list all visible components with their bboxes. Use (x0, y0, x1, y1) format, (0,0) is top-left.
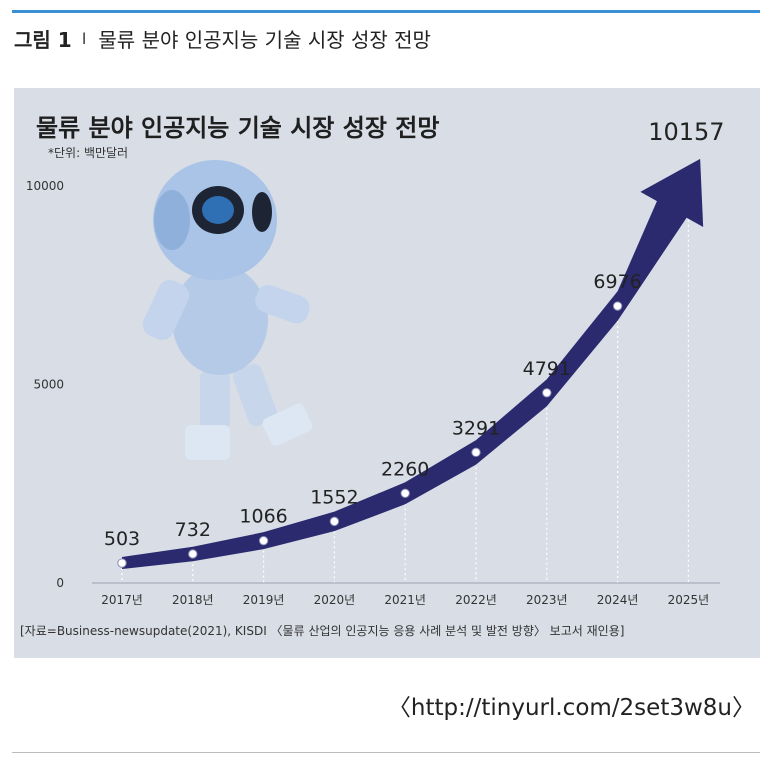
chart-title: 물류 분야 인공지능 기술 시장 성장 전망 (36, 114, 440, 142)
x-tick-label: 2021년 (384, 593, 426, 607)
x-tick-label: 2024년 (597, 593, 639, 607)
robot-ear (154, 190, 190, 250)
y-tick-label: 10000 (26, 179, 64, 193)
figure-number: 그림 1 (14, 28, 72, 52)
robot-right-leg (232, 363, 278, 427)
top-rule (12, 10, 760, 13)
robot-right-arm (255, 284, 310, 324)
data-point (400, 488, 410, 498)
x-tick-label: 2017년 (101, 593, 143, 607)
y-tick-label: 0 (56, 576, 64, 590)
bottom-rule (12, 752, 760, 753)
data-label: 10157 (648, 118, 724, 146)
x-tick-label: 2023년 (526, 593, 568, 607)
figure-header: 그림 1 I 물류 분야 인공지능 기술 시장 성장 전망 (14, 24, 431, 53)
data-point (258, 535, 269, 546)
unit-note: *단위: 백만달러 (48, 146, 129, 160)
data-label: 2260 (381, 458, 429, 480)
source-note: [자료=Business-newsupdate(2021), KISDI 〈물류… (20, 624, 625, 638)
figure-caption: 물류 분야 인공지능 기술 시장 성장 전망 (98, 28, 431, 52)
data-point (542, 388, 552, 398)
robot-left-arm (142, 279, 190, 341)
x-tick-label: 2025년 (668, 593, 710, 607)
data-label: 503 (104, 528, 140, 550)
data-point (329, 516, 340, 527)
growth-arrow-band (122, 158, 704, 570)
robot-pupil-left (202, 196, 234, 224)
data-label: 1066 (239, 506, 287, 528)
data-label: 4791 (523, 358, 571, 380)
data-label: 1552 (310, 486, 358, 508)
data-point (117, 558, 127, 568)
robot-illustration (142, 160, 313, 460)
robot-left-leg (200, 370, 230, 430)
data-point (471, 447, 481, 458)
x-tick-label: 2022년 (455, 593, 497, 607)
y-tick-label: 5000 (33, 378, 64, 392)
data-label: 6976 (593, 271, 641, 293)
robot-left-foot (185, 425, 230, 460)
source-url: 〈http://tinyurl.com/2set3w8u〉 (387, 695, 755, 721)
data-point (612, 301, 623, 311)
data-label: 732 (175, 519, 211, 541)
robot-eye-right (252, 192, 272, 232)
robot-body (172, 265, 268, 375)
figure-separator: I (81, 29, 87, 48)
x-tick-label: 2020년 (314, 593, 356, 607)
data-point (188, 549, 198, 559)
x-tick-label: 2019년 (243, 593, 285, 607)
x-tick-label: 2018년 (172, 593, 214, 607)
data-label: 3291 (452, 417, 500, 439)
robot-right-foot (262, 403, 313, 446)
